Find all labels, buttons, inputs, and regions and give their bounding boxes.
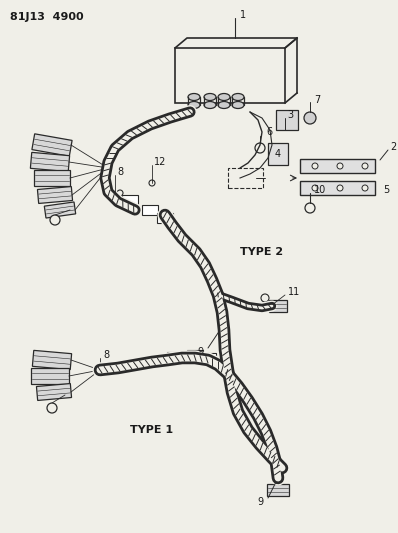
Circle shape [304, 112, 316, 124]
Bar [267, 484, 289, 496]
Bar [228, 168, 263, 188]
Bar [167, 352, 183, 362]
Ellipse shape [218, 93, 230, 101]
Bar [268, 143, 288, 165]
Text: 8: 8 [117, 167, 123, 177]
Text: TYPE 2: TYPE 2 [240, 247, 283, 257]
Circle shape [362, 163, 368, 169]
Bar [142, 205, 158, 215]
Text: 1: 1 [240, 10, 246, 20]
Text: 81J13  4900: 81J13 4900 [10, 12, 84, 22]
Text: 3: 3 [287, 110, 293, 120]
Text: 11: 11 [288, 287, 300, 297]
Ellipse shape [232, 93, 244, 101]
Ellipse shape [204, 101, 216, 109]
Text: 6: 6 [266, 127, 272, 137]
Text: 12: 12 [154, 157, 166, 167]
Circle shape [312, 185, 318, 191]
Bar [200, 353, 216, 363]
Circle shape [255, 143, 265, 153]
Text: 10: 10 [314, 185, 326, 195]
Bar [300, 159, 375, 173]
Text: 9: 9 [198, 347, 204, 357]
Bar [187, 350, 203, 360]
Bar [32, 134, 72, 156]
Bar [30, 152, 70, 172]
Text: 2: 2 [390, 142, 396, 152]
Bar [37, 187, 72, 204]
Text: TYPE 1: TYPE 1 [130, 425, 173, 435]
Bar [269, 300, 287, 312]
Bar [300, 181, 375, 195]
Text: 7: 7 [314, 95, 320, 105]
Bar [157, 213, 173, 223]
Bar [32, 350, 72, 369]
Bar [34, 170, 70, 186]
Ellipse shape [204, 93, 216, 101]
Bar [276, 110, 298, 130]
Circle shape [261, 294, 269, 302]
Circle shape [47, 403, 57, 413]
Circle shape [305, 203, 315, 213]
Text: 9: 9 [258, 497, 264, 507]
Circle shape [337, 185, 343, 191]
Circle shape [362, 185, 368, 191]
Circle shape [149, 180, 155, 186]
Ellipse shape [188, 101, 200, 109]
Circle shape [50, 215, 60, 225]
Bar [44, 202, 76, 218]
Circle shape [273, 473, 283, 483]
Circle shape [312, 163, 318, 169]
Text: 4: 4 [275, 149, 281, 159]
Bar [37, 384, 72, 400]
Circle shape [337, 163, 343, 169]
Bar [122, 195, 138, 205]
Ellipse shape [218, 101, 230, 109]
Text: 8: 8 [103, 350, 109, 360]
Circle shape [117, 190, 123, 196]
Bar [175, 48, 285, 103]
Ellipse shape [188, 93, 200, 101]
Bar [31, 368, 69, 384]
Ellipse shape [232, 101, 244, 109]
Text: 5: 5 [383, 185, 389, 195]
